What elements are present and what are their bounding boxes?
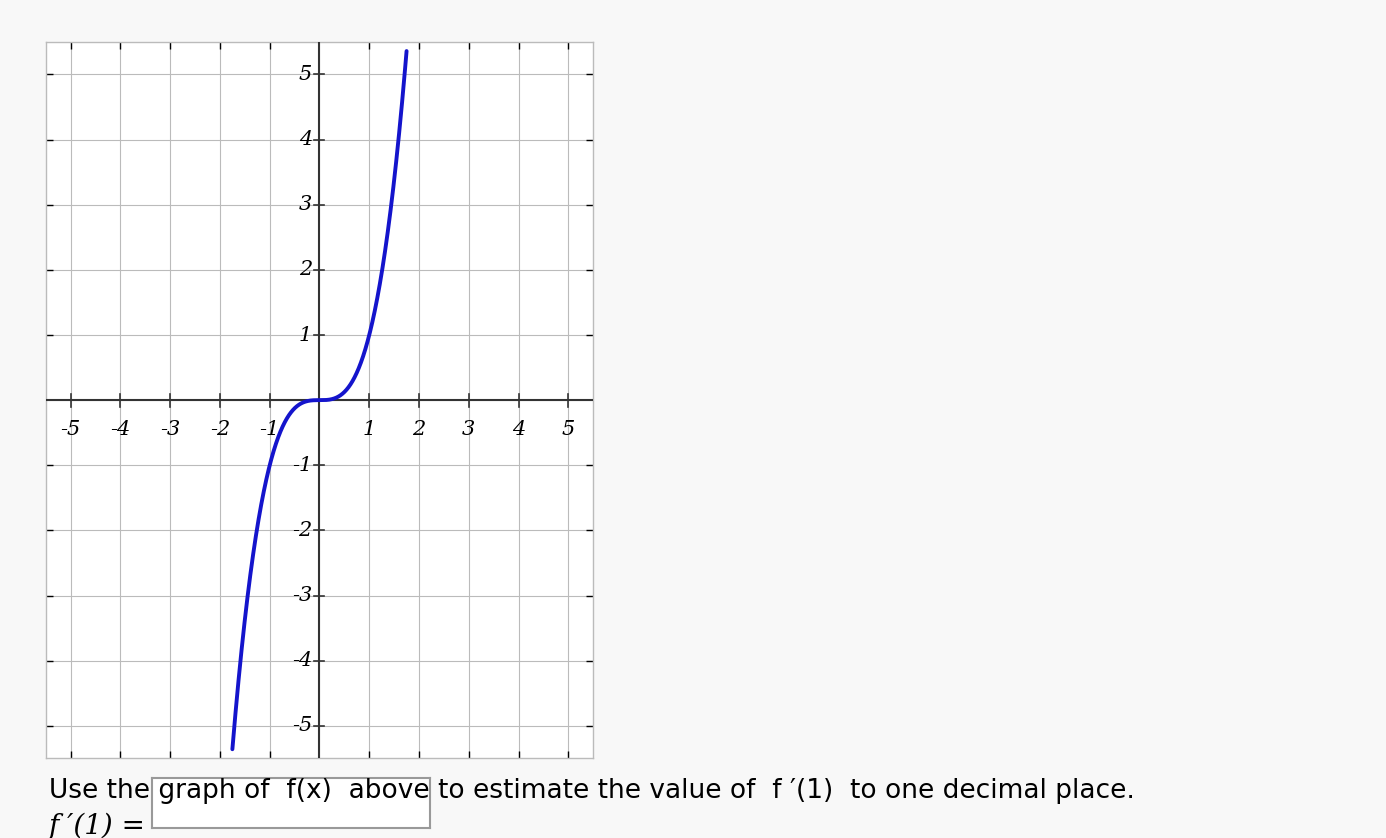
Text: -1: -1: [292, 456, 312, 475]
Text: 5: 5: [299, 65, 312, 84]
Text: 2: 2: [413, 420, 426, 438]
Text: 4: 4: [511, 420, 525, 438]
Text: -3: -3: [159, 420, 180, 438]
Text: -2: -2: [292, 521, 312, 540]
Text: 3: 3: [462, 420, 475, 438]
Text: -5: -5: [61, 420, 80, 438]
Text: 3: 3: [299, 195, 312, 215]
Text: -3: -3: [292, 586, 312, 605]
Text: 5: 5: [561, 420, 575, 438]
Text: -5: -5: [292, 716, 312, 735]
Text: -2: -2: [209, 420, 230, 438]
Text: 1: 1: [299, 325, 312, 344]
Text: 1: 1: [363, 420, 376, 438]
Text: 2: 2: [299, 261, 312, 279]
Text: -1: -1: [259, 420, 280, 438]
Text: -4: -4: [292, 651, 312, 670]
Text: 4: 4: [299, 130, 312, 149]
Text: -4: -4: [111, 420, 130, 438]
Text: f ′(1) =: f ′(1) =: [49, 813, 146, 838]
Text: Use the graph of  f(x)  above to estimate the value of  f ′(1)  to one decimal p: Use the graph of f(x) above to estimate …: [49, 778, 1134, 804]
